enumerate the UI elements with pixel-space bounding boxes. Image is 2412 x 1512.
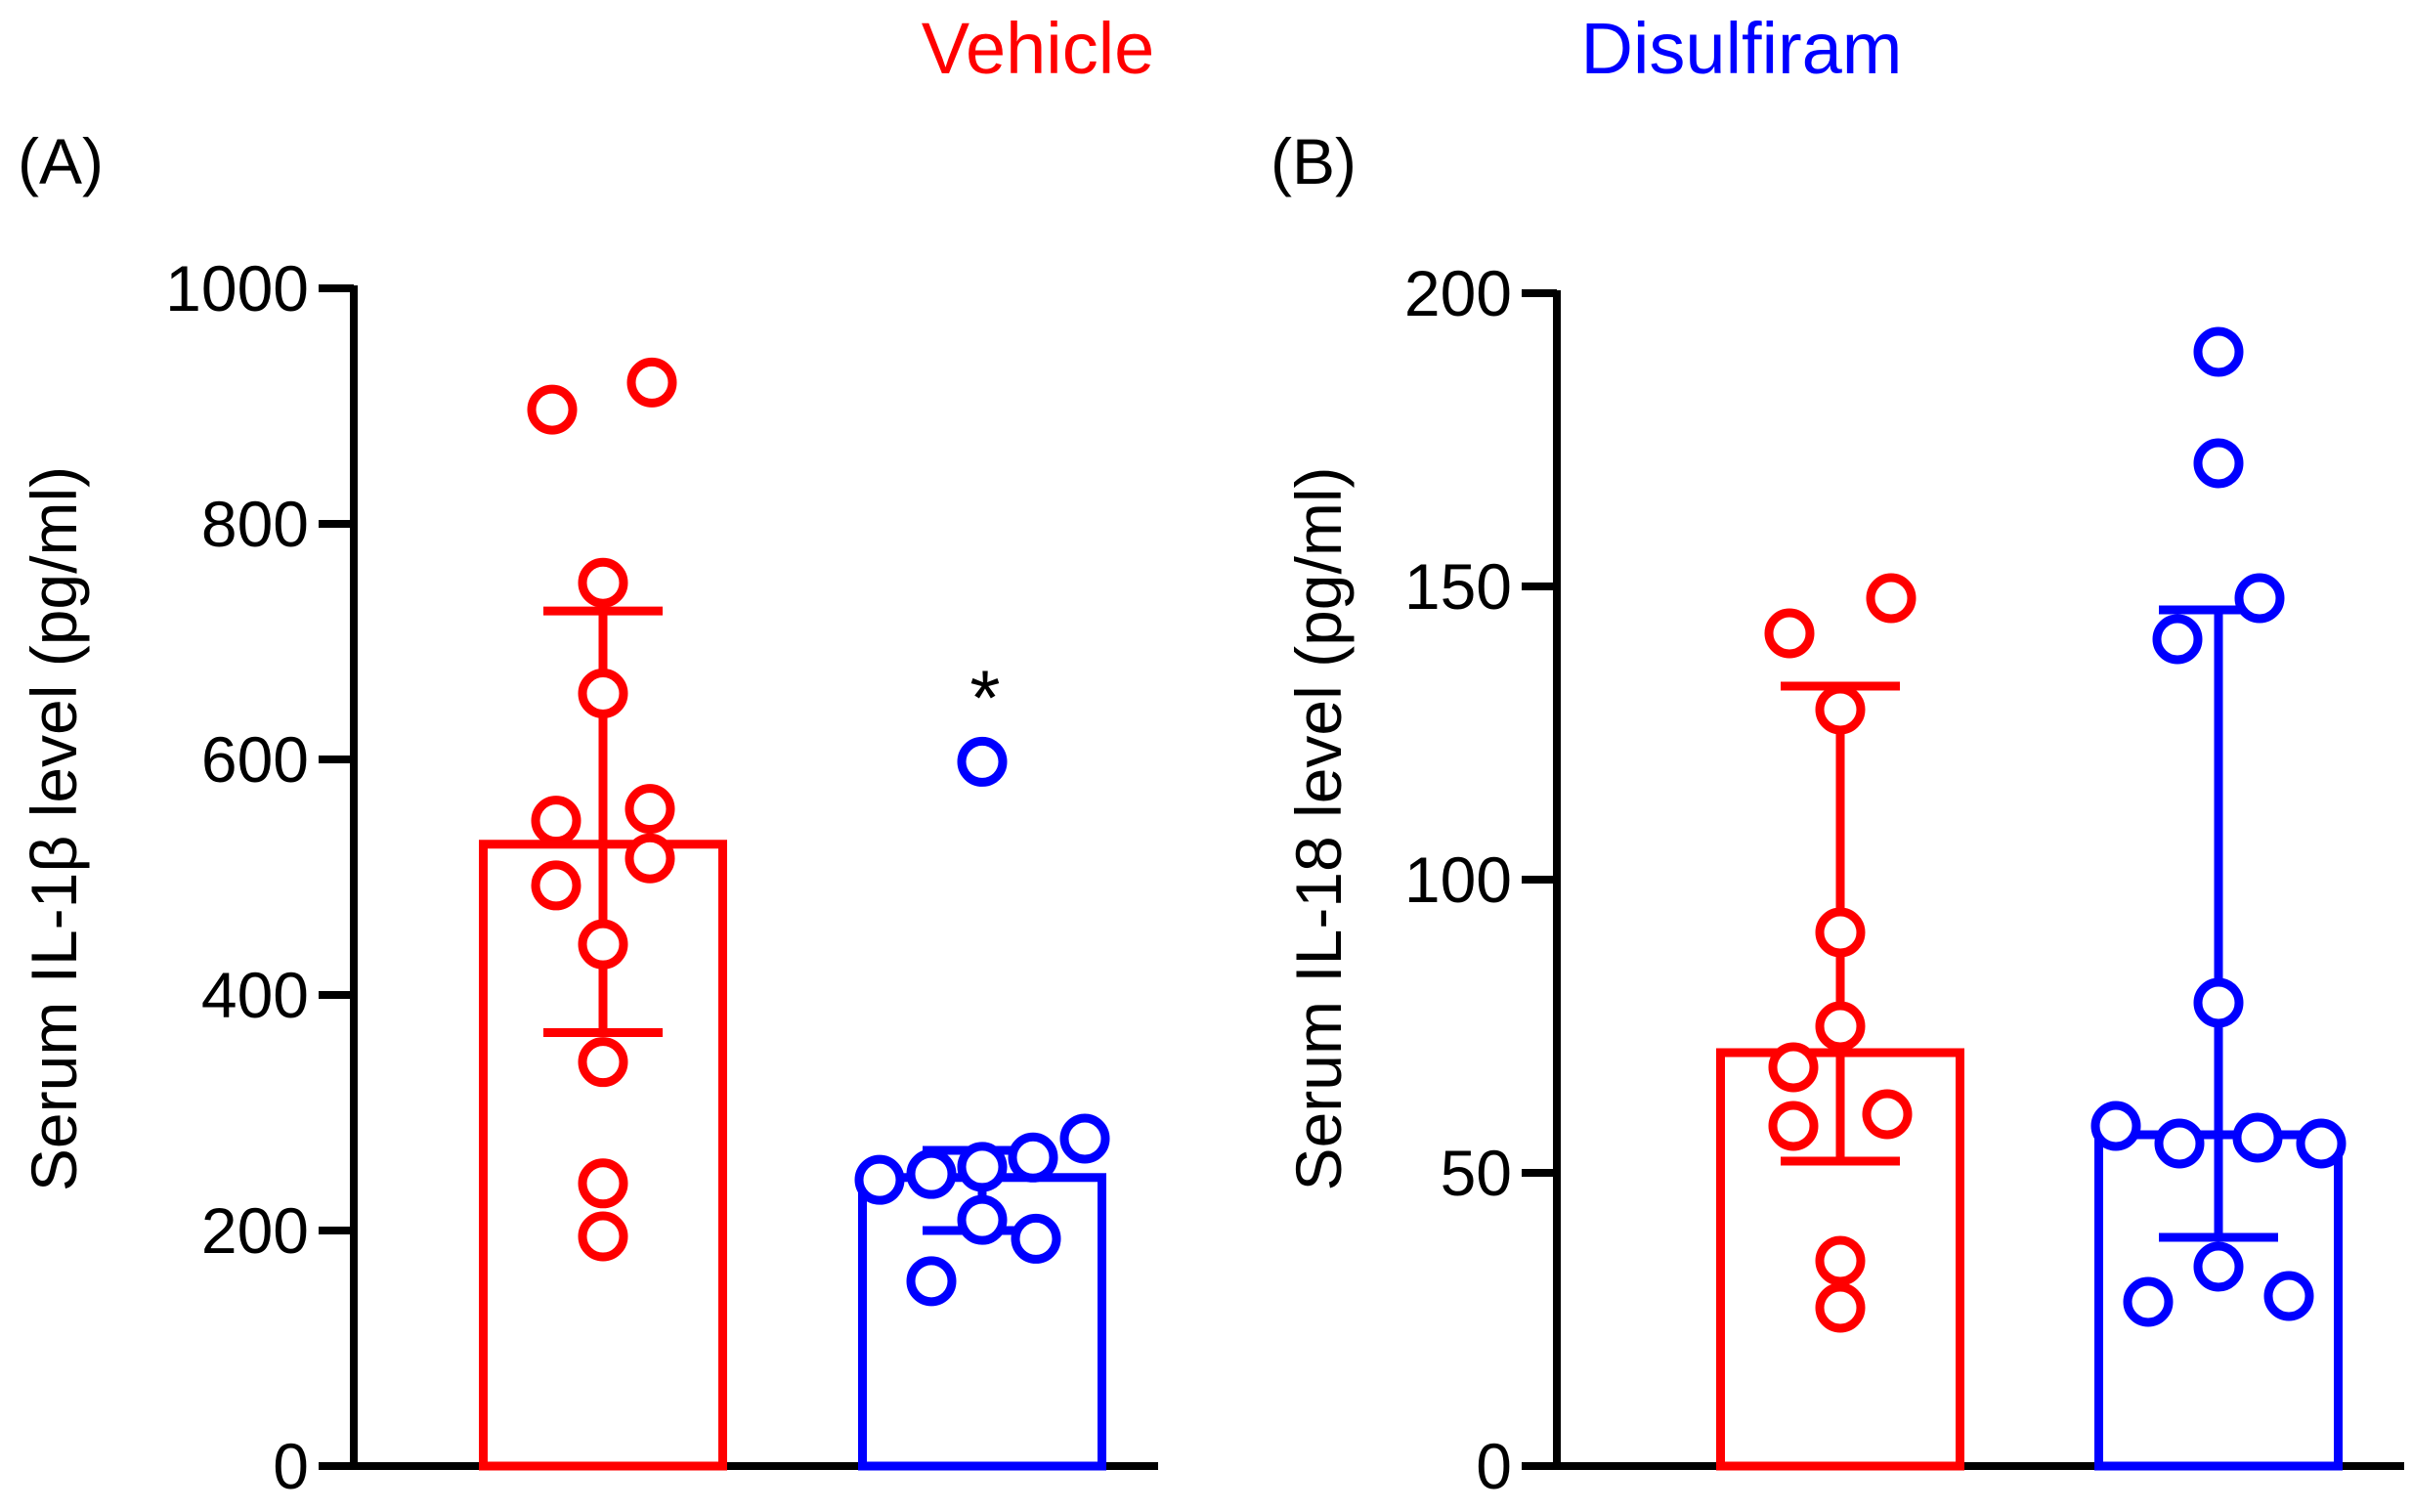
panel-label-a: (A) xyxy=(18,125,104,197)
data-point-vehicle xyxy=(1866,573,1917,624)
panel-a: 0 200 400 600 800 1000 * xyxy=(165,252,1158,1502)
data-point-disulfiram xyxy=(1059,1113,1110,1164)
panel-label-b: (B) xyxy=(1271,125,1357,197)
y-tick-label: 100 xyxy=(1404,843,1512,916)
data-point-vehicle xyxy=(578,1158,628,1209)
panel-b: 0 50 100 150 200 xyxy=(1404,257,2404,1502)
data-point-vehicle xyxy=(625,784,675,835)
y-tick-label: 400 xyxy=(201,959,309,1031)
data-point-disulfiram xyxy=(906,1256,957,1307)
data-point-disulfiram xyxy=(2152,614,2203,665)
data-point-vehicle xyxy=(1815,1282,1866,1333)
data-point-disulfiram xyxy=(957,736,1008,787)
data-point-vehicle xyxy=(578,669,628,719)
data-point-disulfiram xyxy=(2263,1271,2314,1321)
data-point-vehicle xyxy=(578,1211,628,1262)
data-point-disulfiram xyxy=(2232,1112,2283,1163)
data-point-disulfiram xyxy=(2123,1276,2174,1327)
data-point-disulfiram xyxy=(2154,1118,2205,1169)
significance-star: * xyxy=(969,654,1000,741)
data-point-vehicle xyxy=(1862,1089,1913,1140)
legend-entry-vehicle: Vehicle xyxy=(922,8,1155,89)
data-point-disulfiram xyxy=(957,1142,1008,1192)
y-tick-label: 600 xyxy=(201,723,309,796)
data-point-vehicle xyxy=(578,1037,628,1088)
data-point-disulfiram xyxy=(1011,1213,1061,1264)
data-point-vehicle xyxy=(531,860,581,911)
data-point-disulfiram xyxy=(2193,326,2244,377)
data-point-disulfiram xyxy=(2193,977,2244,1028)
data-point-vehicle xyxy=(625,833,675,884)
data-point-vehicle xyxy=(1815,1001,1866,1052)
y-tick-label: 800 xyxy=(201,488,309,560)
data-point-disulfiram xyxy=(2090,1101,2141,1151)
data-point-disulfiram xyxy=(2193,438,2244,489)
data-point-vehicle xyxy=(1768,1101,1819,1151)
data-point-disulfiram xyxy=(2193,1241,2244,1292)
data-point-vehicle xyxy=(578,557,628,608)
y-tick-label: 1000 xyxy=(165,252,309,324)
y-tick-label: 0 xyxy=(273,1430,309,1502)
data-point-vehicle xyxy=(1764,608,1815,659)
data-point-disulfiram xyxy=(854,1154,905,1205)
data-point-vehicle xyxy=(578,919,628,970)
data-point-disulfiram xyxy=(2296,1118,2347,1169)
y-tick-label: 50 xyxy=(1441,1137,1512,1209)
data-point-vehicle xyxy=(1815,907,1866,958)
y-tick-label: 200 xyxy=(201,1194,309,1267)
legend-entry-disulfiram: Disulfiram xyxy=(1581,8,1903,89)
data-point-vehicle xyxy=(626,357,677,408)
y-tick-label: 200 xyxy=(1404,257,1512,329)
data-point-vehicle xyxy=(1815,684,1866,735)
data-point-disulfiram xyxy=(957,1194,1008,1245)
y-tick-label: 150 xyxy=(1404,550,1512,623)
y-axis-label-b: Serum IL-18 level (pg/ml) xyxy=(1282,467,1355,1191)
data-point-disulfiram xyxy=(2234,573,2285,624)
data-point-disulfiram xyxy=(906,1148,957,1199)
y-axis-label-a: Serum IL-1β level (pg/ml) xyxy=(18,466,90,1191)
data-point-vehicle xyxy=(1815,1235,1866,1286)
data-point-vehicle xyxy=(531,796,581,846)
data-point-vehicle xyxy=(1768,1042,1819,1093)
data-point-vehicle xyxy=(527,384,578,435)
y-tick-label: 0 xyxy=(1476,1430,1512,1502)
data-point-disulfiram xyxy=(1008,1132,1058,1183)
